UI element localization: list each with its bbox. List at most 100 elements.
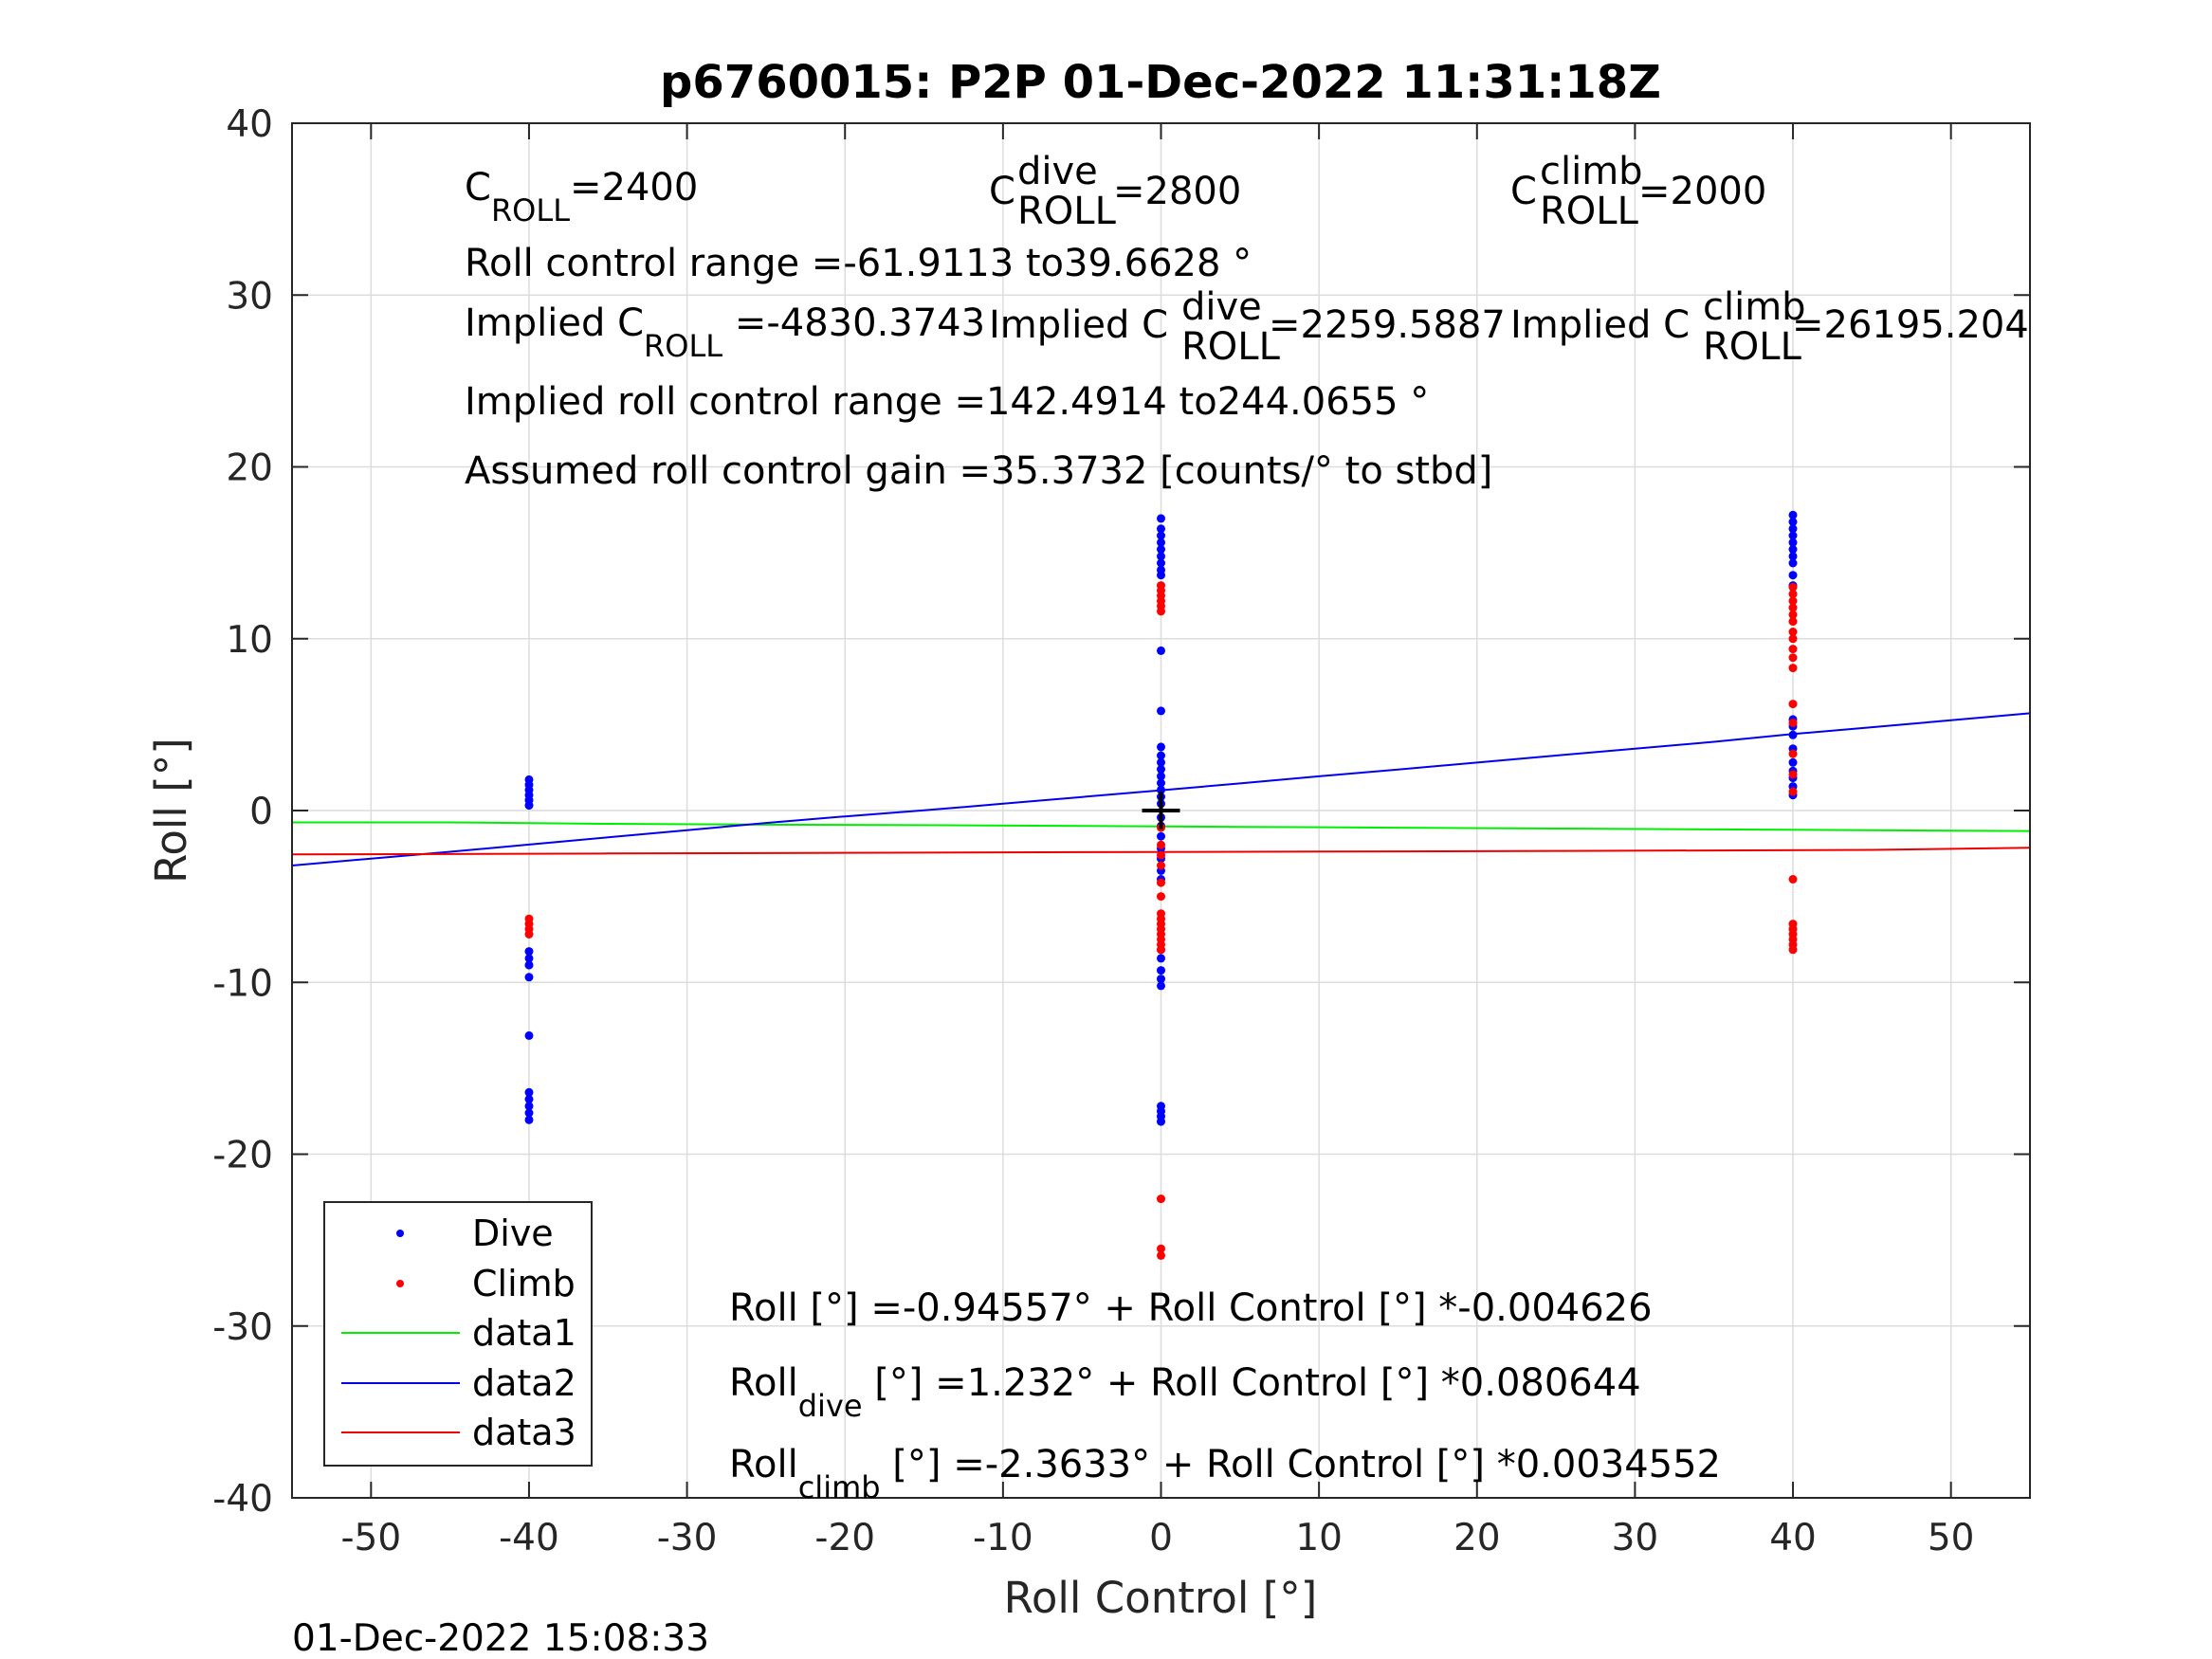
origin-marker [1142, 792, 1180, 830]
roll-range-annotation: Roll control range =-61.9113 to39.6628 ° [465, 242, 1252, 285]
point-climb [1157, 1194, 1165, 1204]
x-tick-label: 20 [1453, 1517, 1501, 1559]
point-climb [1157, 1244, 1165, 1253]
implied-c-roll-climb-annotation: Implied C climb ROLL =26195.204 [1510, 285, 2029, 369]
svg-text:C: C [1510, 170, 1537, 213]
point-dive [524, 801, 534, 811]
x-tick-label: 0 [1149, 1517, 1173, 1559]
point-climb [524, 930, 534, 939]
point-climb [1157, 850, 1165, 860]
point-dive [1157, 981, 1165, 991]
x-tick-label: 50 [1928, 1517, 1975, 1559]
point-dive [1788, 757, 1798, 767]
point-dive [1788, 545, 1798, 554]
point-dive [1788, 538, 1798, 547]
implied-range-annotation: Implied roll control range =142.4914 to2… [465, 380, 1429, 424]
legend-dive-label: Dive [472, 1212, 554, 1254]
point-dive [1157, 751, 1165, 760]
point-dive [1157, 757, 1165, 767]
point-dive [1788, 730, 1798, 739]
x-tick-label: -50 [340, 1517, 401, 1559]
legend: Dive Climb data1 data2 data3 [323, 1201, 593, 1467]
point-climb [1157, 945, 1165, 955]
point-dive [1157, 831, 1165, 841]
c-roll-annotation: CROLL=2400 [465, 166, 698, 228]
point-dive [524, 954, 534, 963]
legend-climb-symbol [396, 1280, 404, 1287]
plot-frame [291, 122, 2031, 1499]
x-tick-label: -20 [814, 1517, 875, 1559]
x-tick-label: -30 [657, 1517, 718, 1559]
point-climb [1788, 700, 1798, 709]
point-dive [1157, 742, 1165, 752]
point-dive [1157, 545, 1165, 554]
y-tick-labels: -40 -30 -20 -10 0 10 20 30 40 [212, 103, 273, 1521]
point-climb [1788, 634, 1798, 644]
point-climb [1788, 749, 1798, 758]
svg-text:Implied C: Implied C [989, 303, 1168, 347]
fit-dive-annotation: Rolldive [°] =1.232° + Roll Control [°] … [729, 1361, 1641, 1424]
y-tick-label: 10 [226, 619, 273, 662]
point-climb [1788, 617, 1798, 627]
point-dive [1157, 772, 1165, 781]
point-climb [1788, 628, 1798, 636]
implied-c-roll-dive-annotation: Implied C dive ROLL =2259.5887 [989, 285, 1506, 369]
point-climb [1788, 719, 1798, 728]
svg-text:=26195.204: =26195.204 [1792, 303, 2029, 347]
point-dive [1788, 524, 1798, 534]
svg-text:dive: dive [1181, 285, 1262, 329]
svg-text:ROLL: ROLL [1540, 190, 1639, 233]
point-climb [1788, 787, 1798, 796]
legend-dive-symbol [396, 1230, 404, 1237]
legend-climb-label: Climb [472, 1263, 576, 1304]
point-dive [1157, 558, 1165, 568]
svg-text:C: C [989, 170, 1015, 213]
svg-text:ROLL: ROLL [1181, 325, 1281, 369]
x-tick-label: -40 [499, 1517, 559, 1559]
point-dive [524, 1102, 534, 1111]
y-tick-label: -40 [212, 1478, 273, 1521]
svg-text:climb: climb [1703, 285, 1806, 329]
y-tick-label: -10 [212, 962, 273, 1005]
svg-text:dive: dive [1017, 150, 1098, 193]
point-dive [524, 1087, 534, 1097]
point-dive [1157, 571, 1165, 580]
point-dive [1157, 778, 1165, 788]
legend-data1-label: data1 [472, 1312, 576, 1354]
svg-text:ROLL: ROLL [1703, 325, 1802, 369]
point-dive [524, 960, 534, 970]
x-tick-labels: -50 -40 -30 -20 -10 0 10 20 30 40 50 [340, 1517, 1974, 1559]
point-dive [1157, 765, 1165, 774]
point-dive [1157, 552, 1165, 561]
point-dive [524, 1108, 534, 1118]
x-tick-label: 10 [1295, 1517, 1343, 1559]
point-climb [1788, 603, 1798, 612]
point-dive [524, 973, 534, 982]
point-dive [524, 1030, 534, 1040]
point-dive [524, 1095, 534, 1103]
point-dive [1157, 646, 1165, 655]
x-tick-label: 30 [1612, 1517, 1659, 1559]
chart-title: p6760015: P2P 01-Dec-2022 11:31:18Z [660, 56, 1661, 109]
point-dive [1157, 1117, 1165, 1126]
point-climb [1788, 590, 1798, 599]
point-dive [1157, 966, 1165, 975]
gain-annotation: Assumed roll control gain =35.3732 [coun… [465, 449, 1492, 493]
implied-c-roll-annotation: Implied CROLL =-4830.3743 [465, 301, 985, 364]
axis-ticks [292, 122, 2030, 1499]
point-dive [1157, 706, 1165, 716]
y-tick-label: 0 [249, 791, 273, 833]
y-axis-label: Roll [°] [146, 738, 196, 884]
point-dive [1157, 975, 1165, 984]
point-dive [1157, 524, 1165, 534]
point-climb [1788, 945, 1798, 955]
point-climb [1788, 653, 1798, 663]
point-climb [1157, 878, 1165, 887]
c-roll-dive-annotation: C dive ROLL =2800 [989, 150, 1241, 233]
svg-text:=2259.5887: =2259.5887 [1269, 303, 1506, 347]
point-climb [1157, 607, 1165, 616]
point-dive [1788, 558, 1798, 568]
svg-text:climb: climb [1540, 150, 1643, 193]
svg-text:=2000: =2000 [1638, 170, 1766, 213]
